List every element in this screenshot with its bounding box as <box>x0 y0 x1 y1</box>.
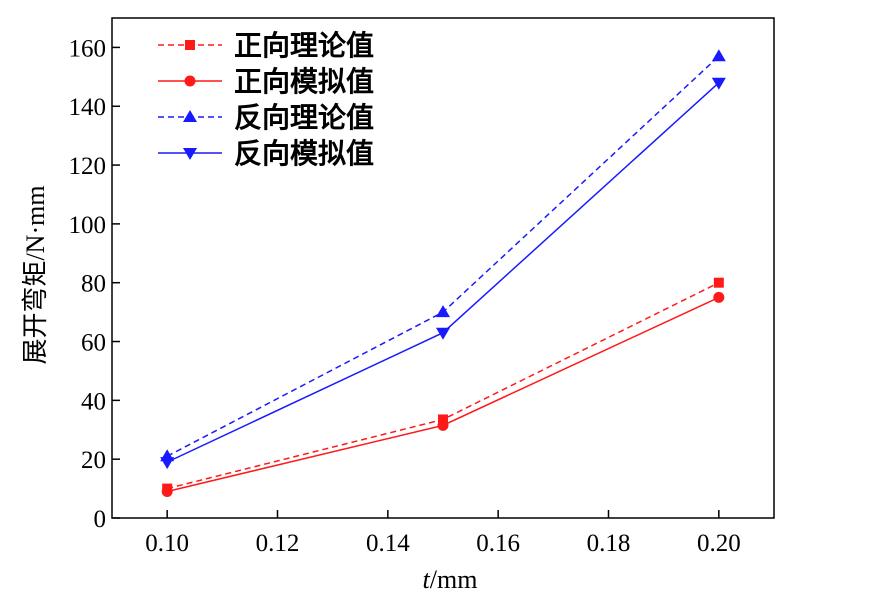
legend-label: 反向模拟值 <box>234 137 374 170</box>
data-point <box>436 327 450 340</box>
data-point <box>161 486 173 498</box>
legend-item: 正向理论值 <box>158 29 374 62</box>
legend-label: 正向模拟值 <box>234 65 374 98</box>
legend-marker <box>183 110 197 122</box>
legend-item: 反向模拟值 <box>158 137 374 170</box>
x-tick-label: 0.10 <box>145 530 189 557</box>
legend-marker <box>183 148 197 160</box>
data-point <box>713 277 724 288</box>
y-axis-title: 展开弯矩/N·mm <box>21 185 50 364</box>
y-tick-label: 160 <box>69 35 107 62</box>
x-axis-title-unit: /mm <box>430 565 478 594</box>
data-point <box>437 419 449 431</box>
series-3 <box>160 49 726 462</box>
x-tick-label: 0.20 <box>697 530 741 557</box>
data-point <box>438 414 448 425</box>
x-tick-label: 0.14 <box>366 530 410 557</box>
plot-frame <box>111 17 775 519</box>
legend-item: 正向模拟值 <box>158 65 374 98</box>
series-layer <box>160 49 726 498</box>
x-tick-label: 0.18 <box>587 530 631 557</box>
y-tick-label: 40 <box>81 388 106 415</box>
data-point <box>711 77 726 90</box>
x-axis: 0.10 0.12 0.14 0.16 0.18 0.20 <box>145 510 741 557</box>
y-tick-label: 60 <box>81 330 106 357</box>
y-tick-label: 140 <box>69 94 107 121</box>
x-axis-title-var: t <box>423 565 431 594</box>
x-tick-label: 0.12 <box>256 530 300 557</box>
series-4 <box>160 77 726 470</box>
legend-marker <box>185 40 195 50</box>
y-tick-label: 20 <box>81 447 106 474</box>
x-axis-title: t/mm <box>423 565 478 594</box>
data-point <box>160 457 175 470</box>
data-point <box>713 291 725 303</box>
y-axis: 0 20 40 60 80 100 120 140 160 <box>69 35 120 533</box>
y-tick-label: 80 <box>81 271 106 298</box>
y-tick-label: 100 <box>69 212 107 239</box>
legend-label: 正向理论值 <box>234 29 374 62</box>
series-line <box>166 296 720 493</box>
data-point <box>711 49 726 62</box>
y-tick-label: 120 <box>69 153 107 180</box>
legend-item: 反向理论值 <box>158 101 374 134</box>
y-tick-label: 0 <box>94 506 107 533</box>
data-point <box>436 305 450 318</box>
legend-label: 反向理论值 <box>234 101 374 134</box>
x-tick-label: 0.16 <box>476 530 520 557</box>
series-2 <box>161 291 725 498</box>
legend-marker <box>184 75 196 87</box>
